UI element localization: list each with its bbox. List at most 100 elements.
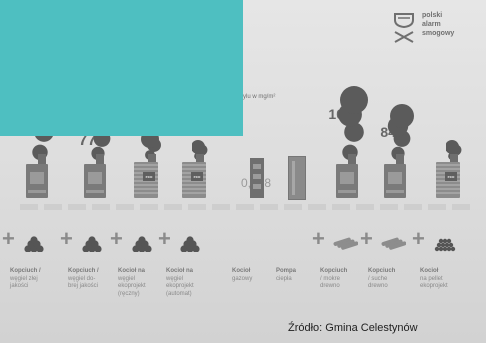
chimney [348,154,356,166]
item-label: Kopciuch / suche drewno [368,268,416,291]
boiler-panel [253,164,261,169]
label-line: (ręczny) [118,290,140,297]
label-line: brej jakości [68,283,99,289]
logo-line: alarm [422,21,441,28]
coal-stove-icon [84,164,106,198]
item-label: Kopciuch / węgiel do-brej jakości [68,268,116,291]
eco-badge: eco [143,172,155,181]
heat-source-item: 0Pompaciepła [276,0,324,343]
coal-stove-icon [26,164,48,198]
wood-icon [333,237,358,250]
plus-sign: + [158,226,171,251]
label-line: drewno [320,283,340,289]
label-line: / suche [368,275,388,282]
smoke-icon [338,86,368,160]
gas-boiler-icon [250,158,264,198]
logo-text: polski alarm smogowy [422,11,472,38]
item-label: Kocioł na węgiel ekoprojekt (automat) [166,268,214,298]
stove-vent [28,190,46,193]
plus-sign: + [412,226,425,251]
plus-sign: + [312,226,325,251]
coal-icon [132,236,152,252]
smog-mask-icon [394,13,414,43]
item-label: Pompa ciepła [276,268,324,283]
chimney [396,154,404,166]
pellet-icon [434,238,456,252]
logo-line: smogowy [422,30,455,37]
label-line: Kocioł na [166,268,194,274]
boiler-panel [253,174,261,179]
label-line: ciepła [276,275,292,282]
heat-source-item: 0,008Kociołgazowy [232,0,280,343]
source-caption: Źródło: Gmina Celestynów [288,322,418,334]
pump-panel [292,161,295,195]
eco-badge: eco [445,172,457,181]
item-label: Kocioł na pellet ekoprojekt [420,268,468,291]
label-line: węgiel [118,275,136,282]
label-line: Kopciuch / [10,268,41,274]
eco-badge: eco [191,172,203,181]
coal-icon [24,236,44,252]
label-line: ekoprojekt [420,283,448,289]
coal-stove-icon [336,164,358,198]
label-line: węgiel do- [68,275,96,282]
item-label: Kopciuch / mokre drewno [320,268,368,291]
label-line: / mokre [320,275,341,282]
stove-vent [338,190,356,193]
wood-icon [381,237,406,250]
plus-sign: + [360,226,373,251]
redaction-overlay [0,0,243,136]
stove-door [388,172,402,184]
coal-stove-icon [384,164,406,198]
stove-door [88,172,102,184]
floor-stripe [20,204,476,210]
label-line: ekoprojekt [166,283,194,289]
chimney [196,154,204,166]
chimney [450,154,458,166]
label-line: Kocioł [420,268,439,274]
polski-alarm-smogowy-logo: polski alarm smogowy [392,10,472,50]
item-label: Kopciuch / węgiel złej jakości [10,268,58,291]
label-line: gazowy [232,275,253,282]
label-line: Kopciuch [320,268,348,274]
eco-boiler-icon: eco [436,162,460,198]
item-label: Kocioł gazowy [232,268,280,283]
coal-icon [180,236,200,252]
item-label: Kocioł na węgiel ekoprojekt (ręczny) [118,268,166,298]
plus-sign: + [110,226,123,251]
eco-boiler-icon: eco [134,162,158,198]
logo-line: polski [422,12,443,19]
plus-sign: + [60,226,73,251]
stove-vent [86,190,104,193]
label-line: Kocioł [232,268,251,274]
chimney [38,154,46,166]
label-line: Kocioł na [118,268,146,274]
label-line: Pompa [276,268,297,274]
label-line: (automat) [166,290,192,297]
label-line: jakości [10,283,29,289]
smoke-icon [387,104,414,160]
stove-door [30,172,44,184]
eco-boiler-icon: eco [182,162,206,198]
label-line: Kopciuch / [68,268,99,274]
label-line: węgiel [166,275,184,282]
unit-caption: ylu w mg/m² [243,94,276,100]
chimney [96,154,104,166]
label-line: ekoprojekt [118,283,146,289]
label-line: drewno [368,283,388,289]
label-line: Kopciuch [368,268,396,274]
heat-pump-icon [288,156,306,200]
plus-sign: + [2,226,15,251]
label-line: węgiel złej [10,275,38,282]
coal-icon [82,236,102,252]
boiler-panel [253,184,261,189]
chimney [148,154,156,166]
stove-door [340,172,354,184]
label-line: na pellet [420,275,443,282]
stove-vent [386,190,404,193]
